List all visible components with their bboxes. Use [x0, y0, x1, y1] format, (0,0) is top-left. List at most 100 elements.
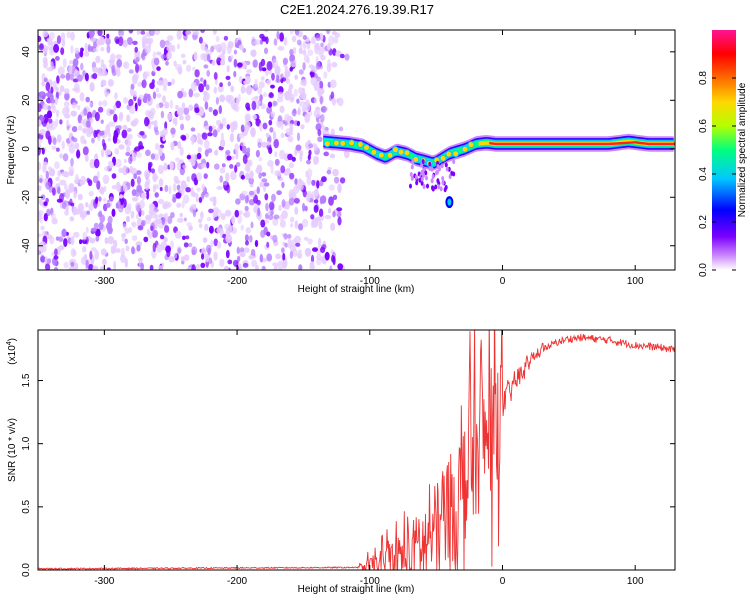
noise-speckle — [269, 127, 274, 133]
noise-speckle — [191, 173, 197, 182]
chart-title: C2E1.2024.276.19.39.R17 — [280, 2, 434, 17]
ridge-smear — [431, 174, 435, 180]
noise-speckle — [293, 197, 300, 204]
noise-speckle — [47, 258, 52, 264]
noise-speckle — [125, 215, 130, 223]
noise-speckle — [310, 254, 315, 264]
noise-speckle — [172, 196, 177, 203]
noise-speckle — [70, 202, 75, 207]
noise-speckle — [244, 113, 251, 122]
noise-speckle — [240, 124, 245, 133]
noise-speckle — [72, 78, 79, 83]
noise-speckle — [116, 200, 122, 209]
noise-speckle — [132, 40, 138, 46]
noise-speckle — [96, 39, 102, 46]
noise-speckle — [111, 246, 117, 254]
noise-speckle — [172, 183, 177, 192]
noise-speckle — [323, 71, 328, 79]
noise-speckle — [241, 190, 248, 196]
snr-x-label: Height of straight line (km) — [298, 584, 415, 595]
noise-speckle — [160, 54, 166, 59]
noise-speckle — [246, 85, 253, 96]
noise-speckle — [100, 47, 105, 52]
noise-speckle — [196, 152, 202, 160]
noise-speckle — [284, 113, 290, 123]
snr-y-ticks: 0.0 0.5 1.0 1.5 — [21, 373, 675, 577]
noise-speckle — [310, 220, 314, 229]
noise-speckle — [339, 177, 346, 184]
noise-speckle — [70, 45, 74, 54]
noise-speckle — [313, 98, 318, 104]
noise-speckle — [261, 178, 268, 183]
noise-speckle — [158, 265, 164, 270]
noise-speckle — [89, 101, 93, 107]
noise-speckle — [170, 141, 175, 151]
noise-speckle — [266, 231, 271, 237]
noise-speckle — [235, 198, 241, 205]
noise-speckle — [59, 85, 65, 93]
noise-speckle — [170, 127, 176, 135]
noise-speckle — [80, 119, 85, 125]
noise-speckle — [81, 238, 88, 244]
noise-speckle — [45, 170, 49, 179]
noise-speckle — [227, 94, 235, 105]
noise-speckle — [168, 256, 176, 263]
noise-speckle — [106, 267, 111, 270]
isolated-blob-core — [447, 198, 452, 206]
noise-speckle — [183, 254, 190, 261]
noise-speckle — [120, 254, 126, 263]
noise-speckle — [244, 195, 249, 204]
noise-speckle — [152, 172, 158, 183]
noise-speckle — [38, 233, 42, 238]
noise-speckle — [83, 253, 88, 262]
noise-speckle — [177, 141, 182, 150]
noise-speckle — [55, 118, 59, 127]
noise-speckle — [241, 145, 247, 154]
noise-speckle — [257, 207, 261, 217]
noise-speckle — [85, 96, 90, 103]
noise-speckle — [176, 161, 181, 171]
noise-speckle — [228, 225, 233, 233]
noise-speckle — [319, 80, 324, 90]
noise-speckle — [226, 155, 232, 161]
x-tick-label: 100 — [627, 576, 644, 587]
noise-speckle — [107, 215, 113, 224]
noise-speckle — [272, 100, 278, 107]
snr-series-line — [38, 330, 675, 570]
noise-speckle — [193, 203, 197, 210]
noise-speckle — [179, 146, 184, 156]
noise-speckle — [175, 192, 182, 199]
noise-speckle — [122, 223, 127, 230]
noise-speckle — [157, 214, 163, 219]
spectrogram-x-label: Height of straight line (km) — [298, 284, 415, 295]
noise-speckle — [259, 181, 265, 188]
noise-speckle — [159, 234, 165, 240]
noise-speckle — [82, 246, 87, 253]
noise-speckle — [40, 254, 45, 263]
noise-speckle — [84, 42, 88, 52]
noise-speckle — [125, 151, 131, 157]
noise-speckle — [301, 218, 309, 228]
noise-speckle — [329, 79, 337, 89]
noise-speckle — [264, 219, 270, 224]
noise-speckle — [271, 72, 275, 81]
noise-speckle — [57, 170, 61, 177]
noise-speckle — [296, 132, 301, 142]
noise-speckle — [52, 80, 57, 89]
noise-speckle — [259, 253, 263, 263]
noise-speckle — [144, 181, 150, 190]
noise-speckle — [206, 216, 212, 222]
noise-speckle — [39, 215, 43, 224]
noise-speckle — [95, 235, 100, 242]
noise-speckle — [115, 54, 122, 60]
noise-speckle — [174, 230, 182, 239]
noise-speckle — [201, 253, 205, 260]
noise-speckle — [226, 65, 230, 73]
noise-speckle — [169, 99, 174, 109]
noise-speckle — [246, 166, 250, 173]
noise-speckle — [113, 239, 118, 249]
noise-speckle — [133, 118, 139, 125]
noise-speckle — [248, 177, 254, 185]
noise-speckle — [185, 187, 191, 193]
snr-plot-area — [38, 330, 675, 570]
